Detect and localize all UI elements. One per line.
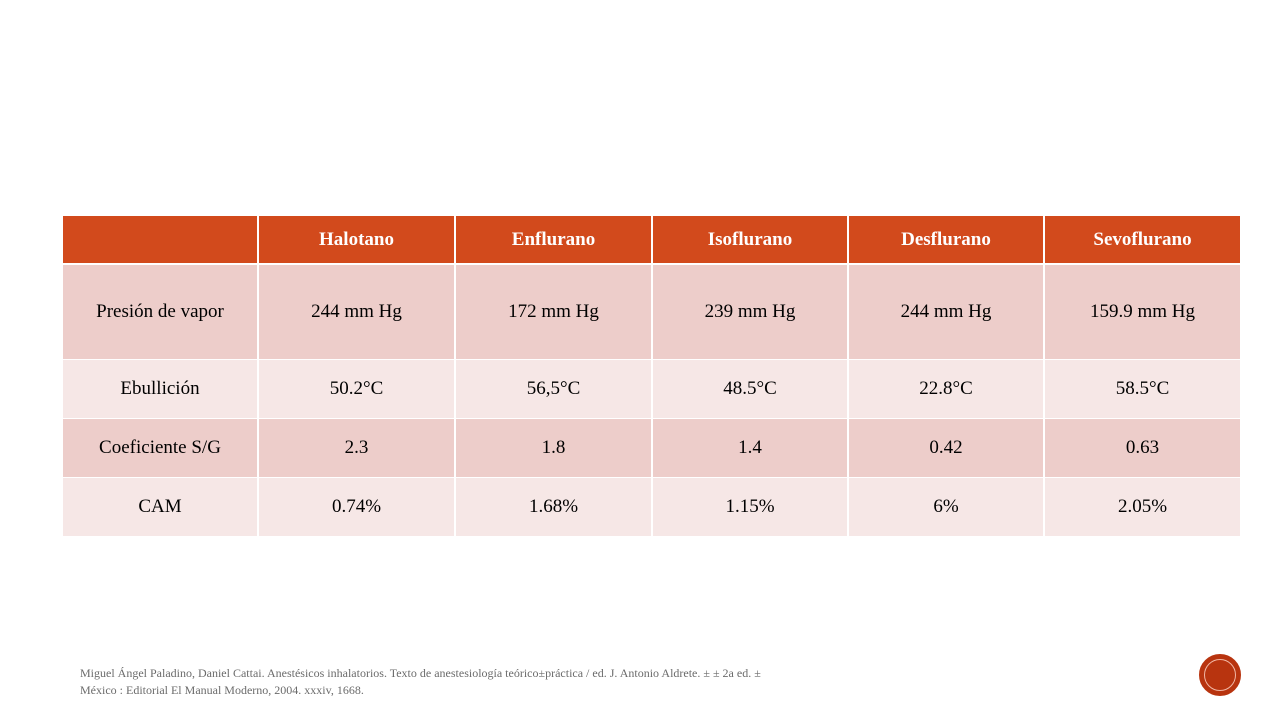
- header-desflurano: Desflurano: [847, 216, 1045, 265]
- row-label: Presión de vapor: [96, 301, 224, 322]
- table-cell: 58.5°C: [1043, 359, 1240, 419]
- header-isoflurano: Isoflurano: [651, 216, 849, 265]
- citation: Miguel Ángel Paladino, Daniel Cattai. An…: [80, 665, 1080, 699]
- nav-circle-ring: [1204, 659, 1236, 691]
- table-row-coeficiente-sg: Coeficiente S/G 2.3 1.8 1.4 0.42 0.63: [63, 418, 1240, 478]
- table-cell: 244 mm Hg: [257, 263, 456, 360]
- table-header-row: Halotano Enflurano Isoflurano Desflurano…: [63, 216, 1240, 265]
- slide-nav-circle-icon[interactable]: [1199, 654, 1241, 696]
- table-cell: 50.2°C: [257, 359, 456, 419]
- header-halotano: Halotano: [257, 216, 456, 265]
- row-label: Coeficiente S/G: [63, 418, 259, 478]
- citation-line-2: México : Editorial El Manual Moderno, 20…: [80, 683, 364, 697]
- header-empty-cell: [63, 216, 259, 265]
- header-sevoflurano: Sevoflurano: [1043, 216, 1240, 265]
- citation-line-1: Miguel Ángel Paladino, Daniel Cattai. An…: [80, 666, 761, 680]
- table-cell: 48.5°C: [651, 359, 849, 419]
- header-enflurano: Enflurano: [454, 216, 653, 265]
- row-label: Ebullición: [63, 359, 259, 419]
- table-cell: 6%: [847, 477, 1045, 537]
- anesthetics-table: Halotano Enflurano Isoflurano Desflurano…: [63, 216, 1240, 537]
- table-cell: 2.3: [257, 418, 456, 478]
- table-cell: 172 mm Hg: [454, 263, 653, 360]
- table-cell: 1.68%: [454, 477, 653, 537]
- table-cell: 0.42: [847, 418, 1045, 478]
- table-cell: 56,5°C: [454, 359, 653, 419]
- table-cell: 1.4: [651, 418, 849, 478]
- table-cell: 0.63: [1043, 418, 1240, 478]
- table-cell: 159.9 mm Hg: [1043, 263, 1240, 360]
- table-cell: 22.8°C: [847, 359, 1045, 419]
- table-cell: 239 mm Hg: [651, 263, 849, 360]
- table-cell: 2.05%: [1043, 477, 1240, 537]
- table-cell: 1.15%: [651, 477, 849, 537]
- table-row-presion-de-vapor: Presión de vapor 244 mm Hg 172 mm Hg 239…: [63, 263, 1240, 360]
- table-cell: 244 mm Hg: [847, 263, 1045, 360]
- table-row-ebullicion: Ebullición 50.2°C 56,5°C 48.5°C 22.8°C 5…: [63, 359, 1240, 419]
- table-cell: 0.74%: [257, 477, 456, 537]
- row-label: CAM: [63, 477, 259, 537]
- table-cell: 1.8: [454, 418, 653, 478]
- row-label-cell: Presión de vapor: [63, 263, 259, 360]
- table-row-cam: CAM 0.74% 1.68% 1.15% 6% 2.05%: [63, 477, 1240, 537]
